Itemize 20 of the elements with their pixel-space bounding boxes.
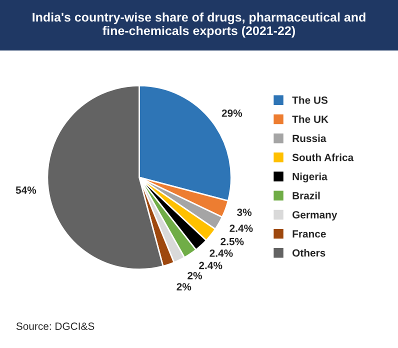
legend-label: The US [292, 96, 328, 104]
chart-title: India's country-wise share of drugs, pharmaceutical and fine-chemicals exports (2021-22) [32, 12, 366, 38]
legend-label: Nigeria [292, 172, 328, 182]
legend-label: Brazil [292, 192, 320, 200]
data-label: 3% [237, 208, 252, 216]
data-label: 2% [176, 283, 192, 290]
legend-label: South Africa [292, 154, 354, 162]
legend-label: The UK [292, 115, 328, 123]
legend-label: France [292, 230, 326, 238]
data-label: 2.4% [210, 250, 233, 257]
legend-label: Russia [292, 134, 326, 142]
legend-label: Germany [292, 211, 338, 221]
legend-label: Others [292, 248, 326, 257]
data-label: 2.4% [230, 224, 253, 232]
source-note: Source: DGCI&S [16, 322, 94, 330]
data-label: 29% [222, 109, 242, 117]
data-label: 2.4% [199, 262, 222, 270]
data-label: 54% [16, 186, 36, 194]
data-label: 2% [188, 272, 202, 280]
data-label: 2.5% [220, 238, 244, 246]
